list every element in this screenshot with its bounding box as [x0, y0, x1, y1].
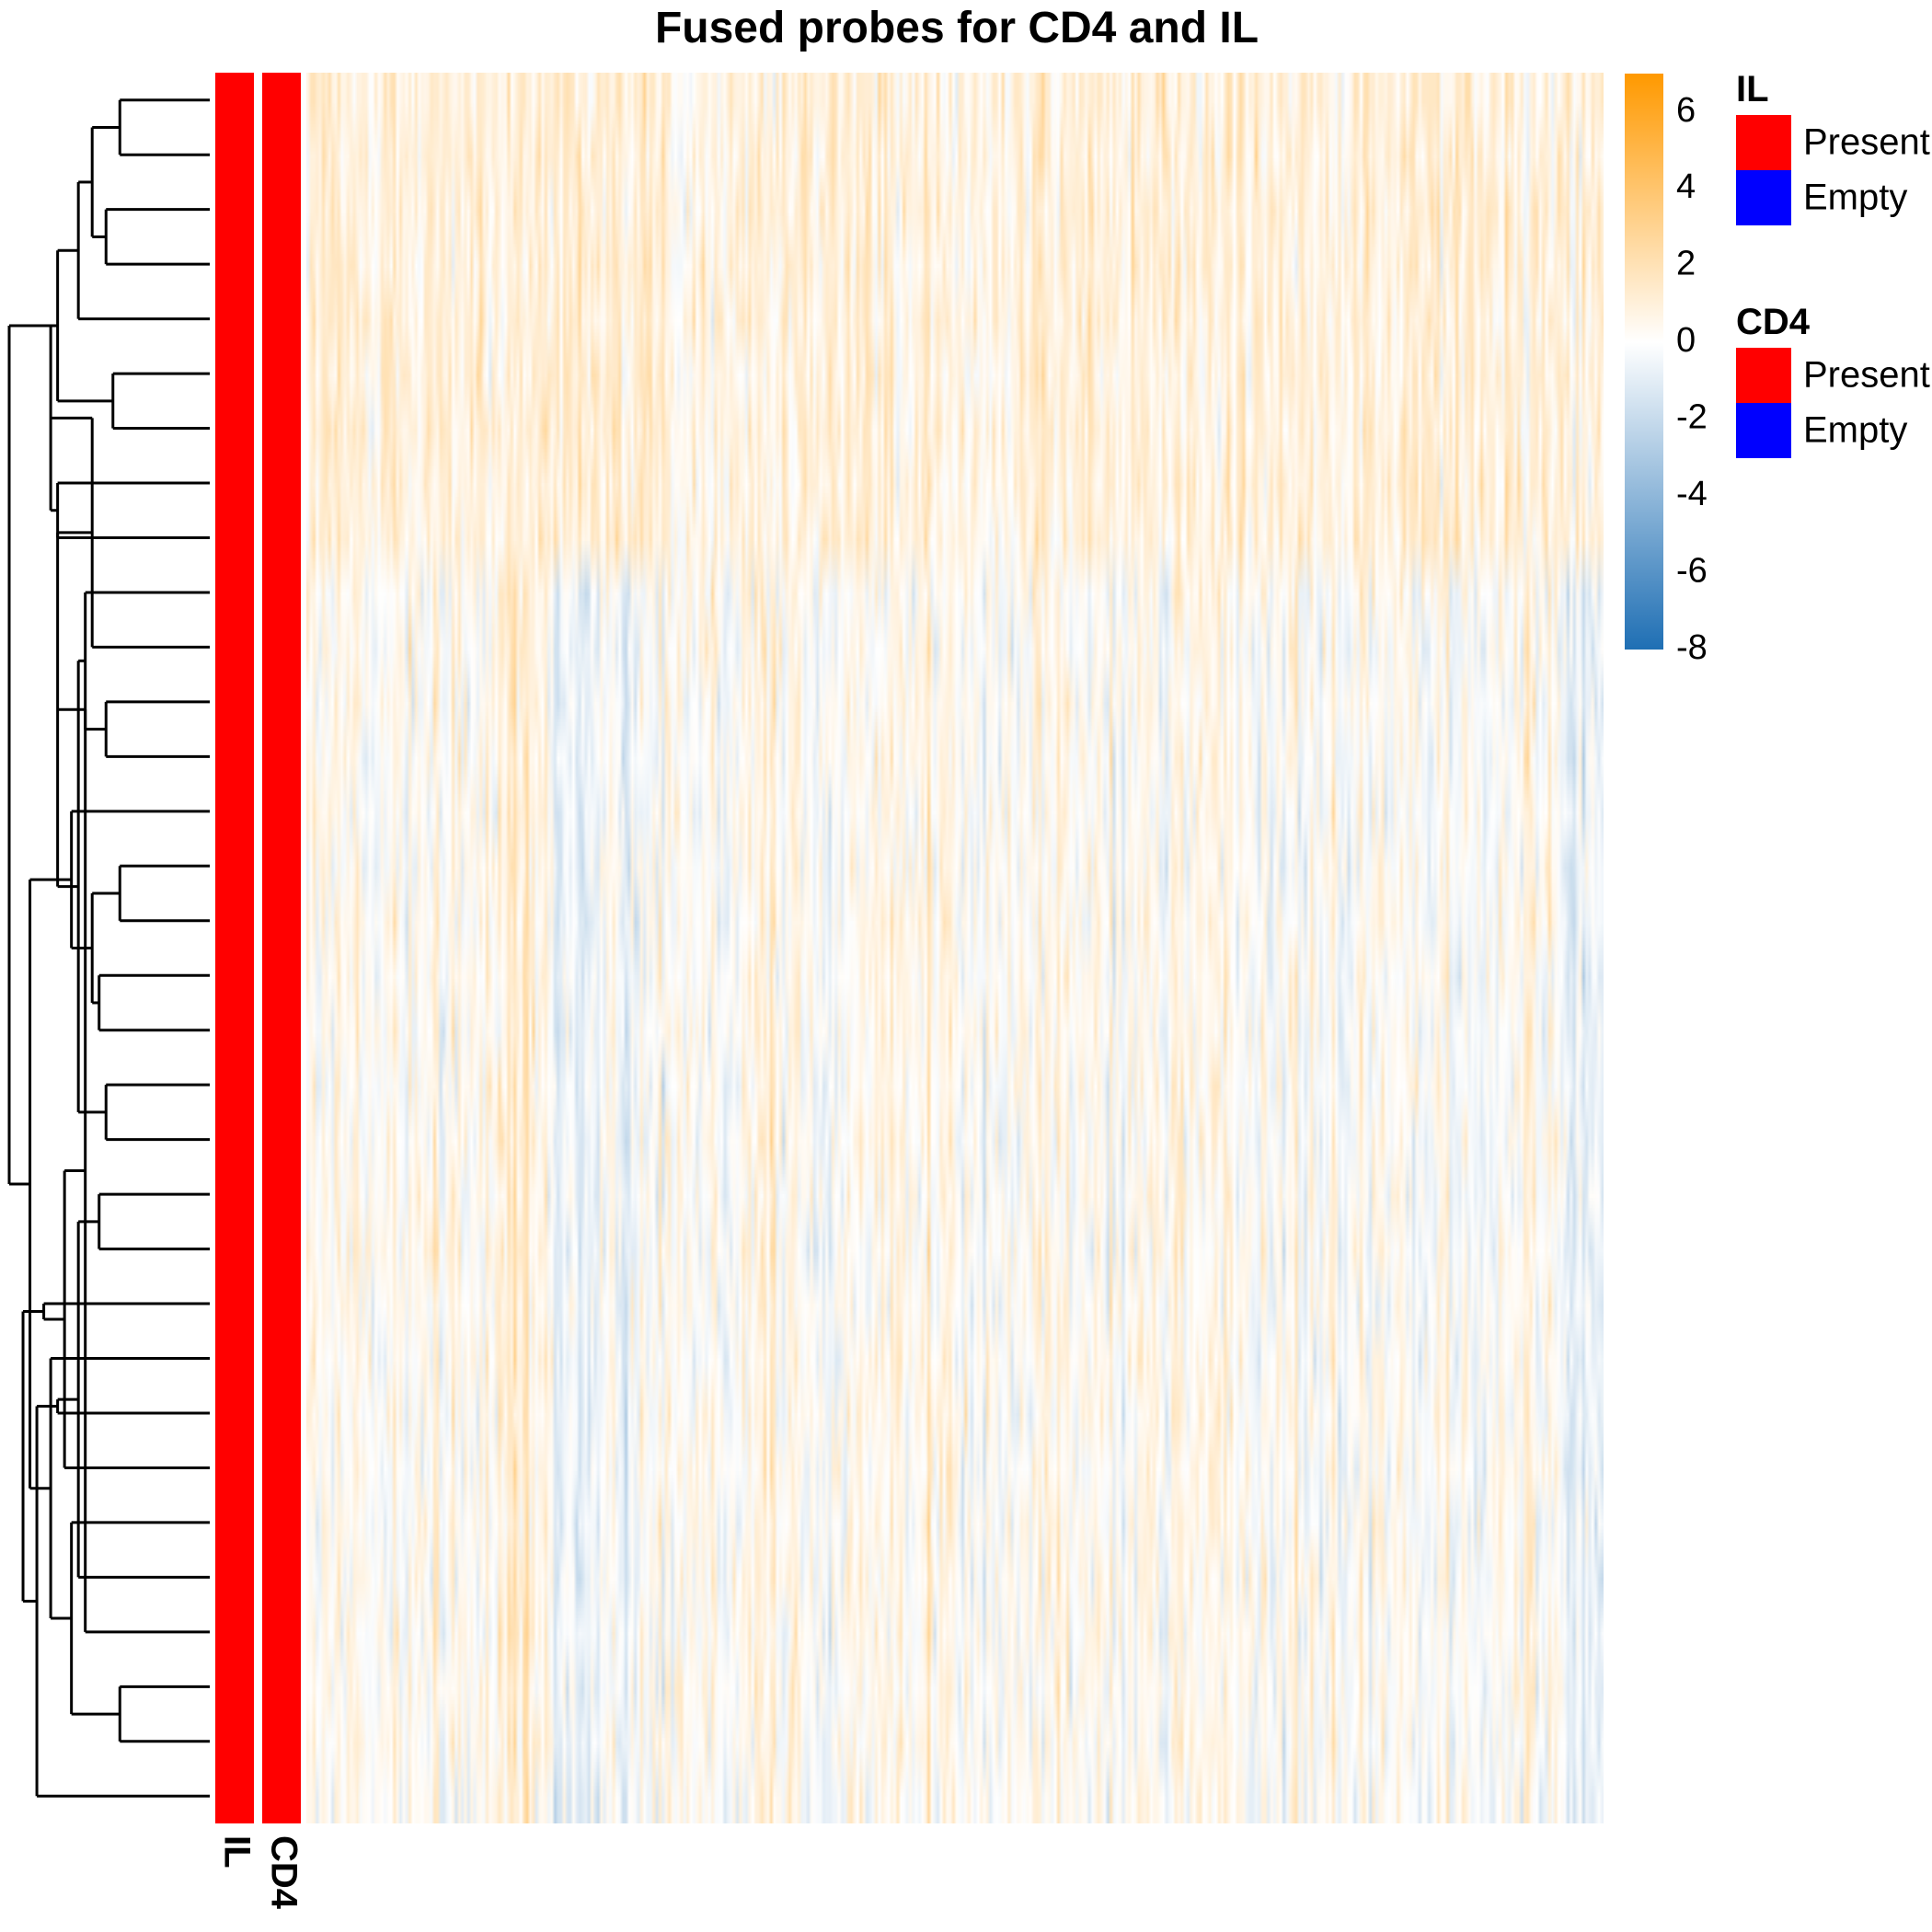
- legend-title-il: IL: [1736, 69, 1769, 109]
- colorbar-tick-label: -2: [1676, 398, 1708, 437]
- annotation-legends: IL Present Empty CD4 Present Empty: [1736, 69, 1930, 458]
- legend-swatch-empty: [1736, 170, 1791, 225]
- chart-title: Fused probes for CD4 and IL: [655, 4, 1259, 52]
- legend-label-empty: Empty: [1803, 410, 1907, 451]
- colorbar-gradient: [1625, 74, 1663, 650]
- colorbar-tick-label: -8: [1676, 628, 1708, 667]
- heatmap-cells: [306, 73, 1604, 1823]
- colorbar: 6 4 2 0 -2 -4 -6 -8: [1625, 74, 1708, 667]
- row-dendrogram: [7, 98, 210, 1798]
- colorbar-tick-label: -6: [1676, 552, 1708, 591]
- annotation-tracks: IL CD4: [215, 73, 304, 1910]
- annotation-track-label-cd4: CD4: [263, 1835, 304, 1910]
- legend-title-cd4: CD4: [1736, 302, 1811, 342]
- colorbar-tick-label: 4: [1676, 167, 1696, 206]
- legend-label-empty: Empty: [1803, 178, 1907, 218]
- legend-label-present: Present: [1803, 355, 1930, 396]
- heatmap-matrix: [306, 73, 1604, 1823]
- legend-swatch-present: [1736, 348, 1791, 403]
- legend-swatch-present: [1736, 115, 1791, 170]
- annotation-track-label-il: IL: [216, 1835, 257, 1869]
- annotation-track-il: [215, 73, 254, 1823]
- colorbar-ticks: 6 4 2 0 -2 -4 -6 -8: [1676, 91, 1708, 667]
- colorbar-tick-label: -4: [1676, 475, 1708, 513]
- colorbar-tick-label: 2: [1676, 245, 1696, 283]
- colorbar-tick-label: 6: [1676, 91, 1696, 130]
- legend-label-present: Present: [1803, 122, 1930, 163]
- colorbar-tick-label: 0: [1676, 321, 1696, 360]
- annotation-track-cd4: [262, 73, 301, 1823]
- legend-swatch-empty: [1736, 403, 1791, 458]
